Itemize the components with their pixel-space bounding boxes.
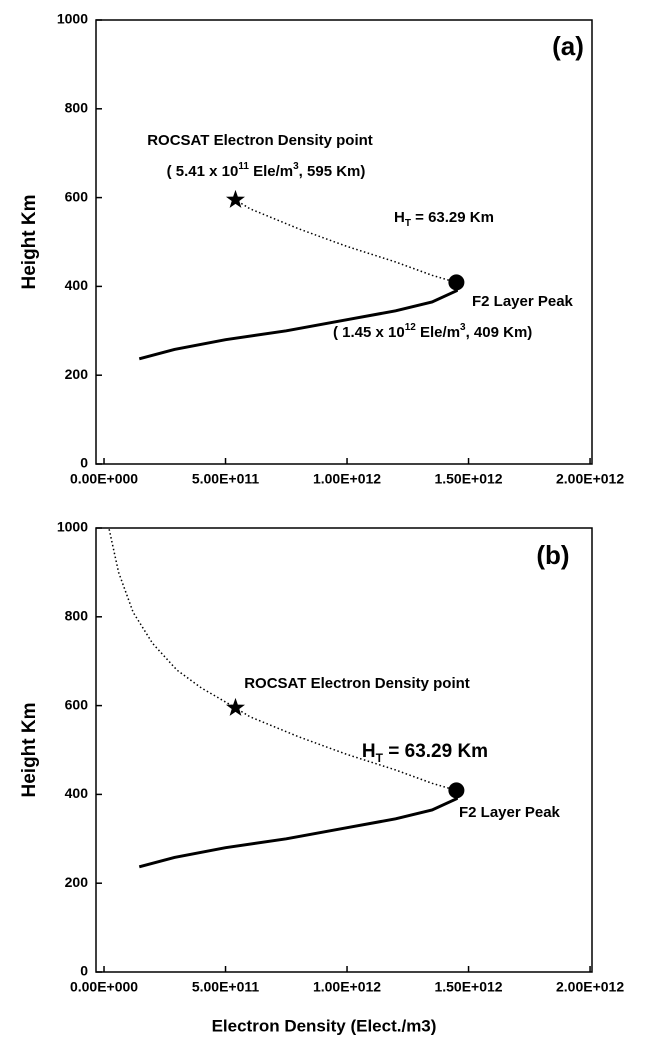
annotation-part: 11: [238, 161, 249, 172]
annotation-part: = 63.29 Km: [383, 741, 488, 762]
annotation-part: F2 Layer Peak: [459, 804, 561, 821]
y-tick-label: 1000: [57, 11, 88, 27]
circle-marker: [448, 782, 465, 799]
annotation: HT = 63.29 Km: [362, 741, 488, 765]
y-tick-label: 800: [65, 100, 89, 116]
x-tick-label: 1.50E+012: [434, 979, 502, 995]
y-tick-label: 400: [65, 277, 89, 293]
x-tick-label: 5.00E+011: [192, 979, 260, 995]
x-axis-label: Electron Density (Elect./m3): [212, 1016, 437, 1035]
annotation-part: H: [362, 741, 376, 762]
circle-marker: [448, 274, 465, 291]
annotation-part: , 409 Km): [466, 324, 533, 341]
annotation-part: 12: [405, 322, 417, 333]
y-tick-label: 200: [65, 366, 89, 382]
annotation-part: ( 1.45 x 10: [333, 324, 405, 341]
annotation: ( 5.41 x 1011 Ele/m3, 595 Km): [167, 161, 366, 180]
annotation-part: T: [376, 751, 384, 765]
y-tick-label: 200: [65, 874, 89, 890]
star-marker: [225, 189, 245, 208]
annotation-part: = 63.29 Km: [411, 209, 494, 226]
annotation: ROCSAT Electron Density point: [244, 675, 470, 692]
annotation: HT = 63.29 Km: [394, 209, 494, 229]
bottomside-profile: [138, 282, 458, 361]
y-tick-label: 400: [65, 785, 89, 801]
x-tick-label: 0.00E+000: [70, 471, 138, 487]
y-tick-label: 1000: [57, 519, 88, 535]
topside-profile: [235, 199, 457, 284]
annotation: ROCSAT Electron Density point: [147, 132, 373, 149]
plot-frame: [95, 19, 593, 465]
y-tick-label: 600: [65, 188, 89, 204]
plot-frame: [95, 527, 593, 973]
annotation: F2 Layer Peak: [459, 804, 561, 821]
annotation-part: H: [394, 209, 405, 226]
annotation-part: , 595 Km): [299, 163, 366, 180]
y-tick-label: 0: [80, 455, 88, 471]
y-tick-label: 600: [65, 696, 89, 712]
annotation-part: ROCSAT Electron Density point: [147, 132, 373, 149]
x-tick-label: 0.00E+000: [70, 979, 138, 995]
x-tick-label: 5.00E+011: [192, 471, 260, 487]
x-tick-label: 2.00E+012: [556, 979, 624, 995]
annotation: F2 Layer Peak: [472, 293, 574, 310]
y-axis-label: Height Km: [19, 703, 40, 798]
panel-label: (b): [536, 540, 569, 570]
panel-label: (a): [552, 31, 584, 61]
annotation-part: ROCSAT Electron Density point: [244, 675, 470, 692]
annotation-part: Ele/m: [416, 324, 460, 341]
x-tick-label: 1.00E+012: [313, 471, 381, 487]
annotation: ( 1.45 x 1012 Ele/m3, 409 Km): [333, 322, 532, 341]
y-tick-label: 0: [80, 963, 88, 979]
y-tick-label: 800: [65, 608, 89, 624]
annotation-part: T: [405, 218, 411, 229]
x-tick-label: 1.00E+012: [313, 979, 381, 995]
annotation-part: F2 Layer Peak: [472, 293, 574, 310]
annotation-part: 3: [460, 322, 466, 333]
x-tick-label: 2.00E+012: [556, 471, 624, 487]
bottomside-profile: [138, 790, 458, 869]
x-tick-label: 1.50E+012: [434, 471, 502, 487]
y-axis-label: Height Km: [19, 195, 40, 290]
annotation-part: ( 5.41 x 10: [167, 163, 239, 180]
annotation-part: 3: [293, 161, 299, 172]
annotation-part: Ele/m: [249, 163, 293, 180]
star-marker: [225, 697, 245, 716]
